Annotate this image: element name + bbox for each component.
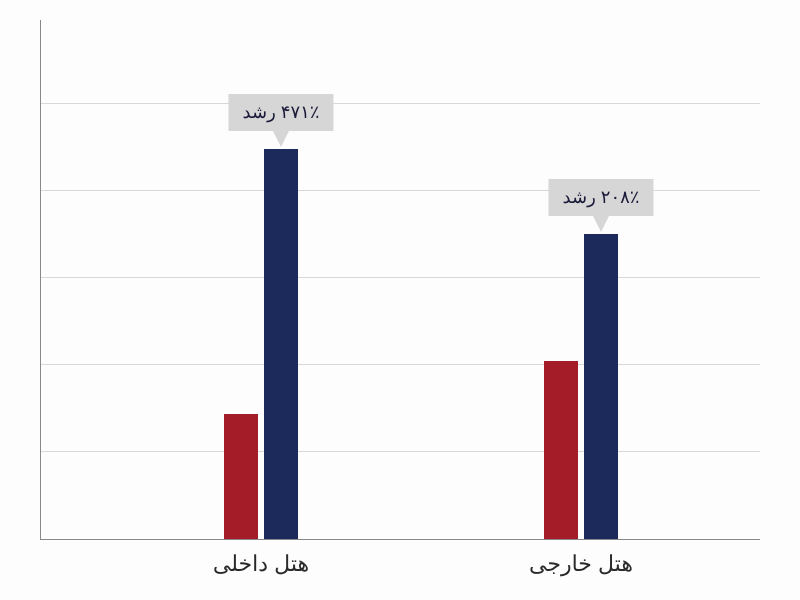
- x-axis-label-domestic: هتل داخلی: [161, 551, 361, 577]
- bar-group-domestic: ۴۷۱٪ رشدهتل داخلی: [161, 20, 361, 539]
- growth-tooltip-foreign: ۲۰۸٪ رشد: [549, 179, 654, 216]
- bar-foreign-red: [544, 361, 578, 539]
- x-axis-label-foreign: هتل خارجی: [481, 551, 681, 577]
- bar-group-foreign: ۲۰۸٪ رشدهتل خارجی: [481, 20, 681, 539]
- bar-domestic-blue: [264, 149, 298, 539]
- tooltip-arrow: [273, 131, 289, 147]
- tooltip-arrow: [593, 216, 609, 232]
- bar-foreign-blue: [584, 234, 618, 539]
- bar-domestic-red: [224, 414, 258, 539]
- chart-plot-area: ۴۷۱٪ رشدهتل داخلی ۲۰۸٪ رشدهتل خارجی: [40, 20, 760, 540]
- growth-tooltip-domestic: ۴۷۱٪ رشد: [229, 94, 334, 131]
